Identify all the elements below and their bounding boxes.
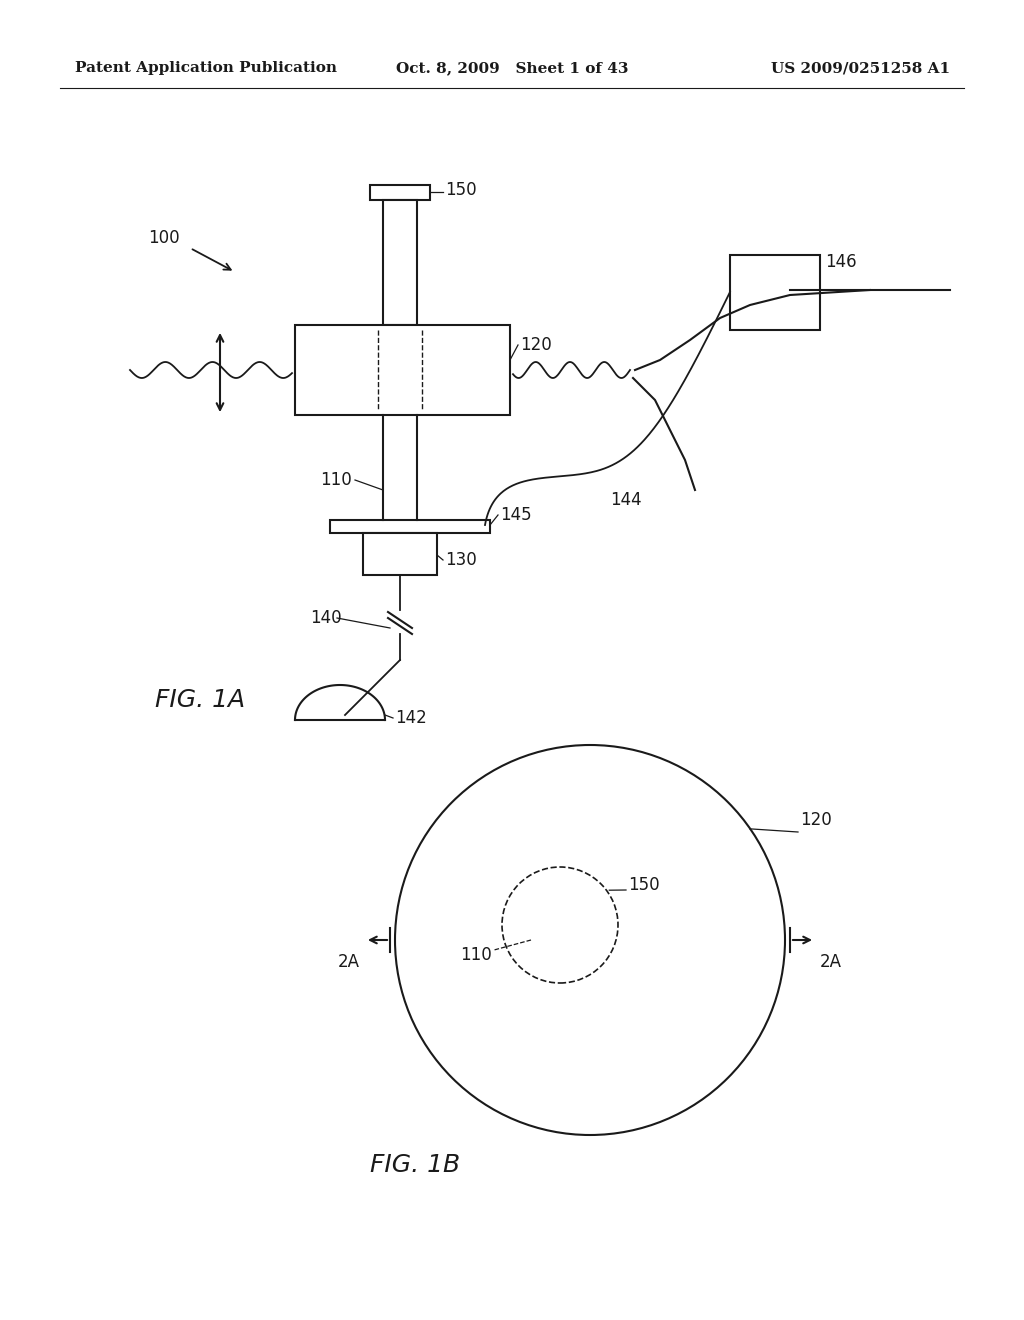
Text: Oct. 8, 2009   Sheet 1 of 43: Oct. 8, 2009 Sheet 1 of 43 <box>395 61 629 75</box>
Text: 110: 110 <box>460 946 492 964</box>
Bar <box>730 255 820 330</box>
Text: 144: 144 <box>610 491 642 510</box>
Bar <box>330 520 490 533</box>
Text: 145: 145 <box>500 506 531 524</box>
Text: 120: 120 <box>520 337 552 354</box>
Text: Patent Application Publication: Patent Application Publication <box>75 61 337 75</box>
Text: 150: 150 <box>445 181 476 199</box>
Text: 140: 140 <box>310 609 342 627</box>
Text: 120: 120 <box>800 810 831 829</box>
Text: 150: 150 <box>628 876 659 894</box>
Text: 110: 110 <box>319 471 352 488</box>
Text: 146: 146 <box>825 253 857 271</box>
Bar <box>370 185 430 201</box>
Bar <box>383 201 417 325</box>
Text: 2A: 2A <box>820 953 842 972</box>
Bar <box>362 533 437 576</box>
Bar <box>295 325 510 414</box>
Text: US 2009/0251258 A1: US 2009/0251258 A1 <box>771 61 950 75</box>
Text: 142: 142 <box>395 709 427 727</box>
Text: 130: 130 <box>445 550 477 569</box>
Text: FIG. 1B: FIG. 1B <box>370 1152 460 1177</box>
Text: 2A: 2A <box>338 953 360 972</box>
Ellipse shape <box>395 744 785 1135</box>
Ellipse shape <box>502 867 618 983</box>
Text: FIG. 1A: FIG. 1A <box>155 688 245 711</box>
Text: 100: 100 <box>148 228 179 247</box>
